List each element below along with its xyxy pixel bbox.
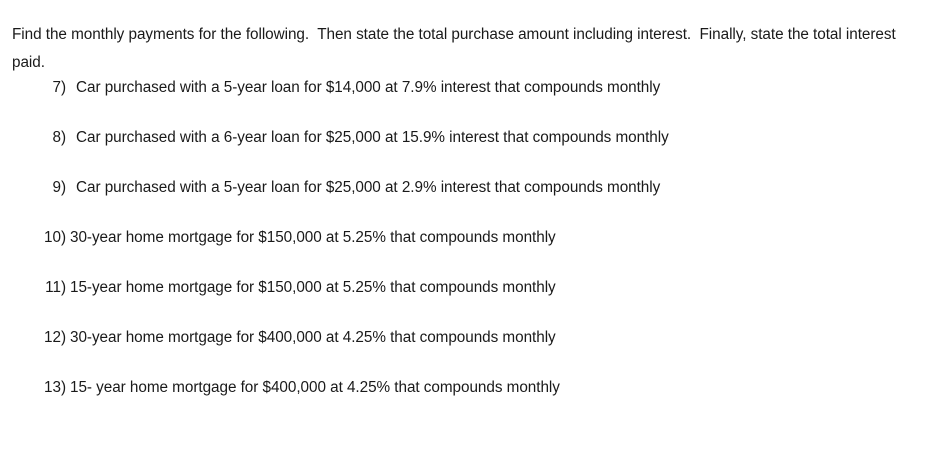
- list-item-text: 30-year home mortgage for $400,000 at 4.…: [70, 329, 556, 346]
- list-item-text: 15-year home mortgage for $150,000 at 5.…: [70, 279, 556, 296]
- list-item-text: Car purchased with a 5-year loan for $25…: [76, 179, 661, 196]
- instructions-paragraph: Find the monthly payments for the follow…: [12, 26, 900, 72]
- list-item: 9) Car purchased with a 5-year loan for …: [0, 178, 927, 228]
- list-item-text: Car purchased with a 6-year loan for $25…: [76, 129, 669, 146]
- list-item-text: 15- year home mortgage for $400,000 at 4…: [70, 379, 560, 396]
- list-item-number: 13): [44, 379, 66, 396]
- list-item-number: 7): [52, 79, 66, 96]
- list-item: 10) 30-year home mortgage for $150,000 a…: [0, 228, 927, 278]
- list-item-number: 10): [44, 229, 66, 246]
- list-item-text: 30-year home mortgage for $150,000 at 5.…: [70, 229, 556, 246]
- list-item-number: 8): [52, 129, 66, 146]
- problem-list: 7) Car purchased with a 5-year loan for …: [0, 78, 927, 428]
- list-item: 8) Car purchased with a 6-year loan for …: [0, 128, 927, 178]
- list-item: 13) 15- year home mortgage for $400,000 …: [0, 378, 927, 428]
- list-item-text: Car purchased with a 5-year loan for $14…: [76, 79, 661, 96]
- list-item: 11) 15-year home mortgage for $150,000 a…: [0, 278, 927, 328]
- list-item-number: 9): [52, 179, 66, 196]
- list-item-number: 11): [45, 279, 66, 296]
- list-item: 12) 30-year home mortgage for $400,000 a…: [0, 328, 927, 378]
- list-item: 7) Car purchased with a 5-year loan for …: [0, 78, 927, 128]
- list-item-number: 12): [44, 329, 66, 346]
